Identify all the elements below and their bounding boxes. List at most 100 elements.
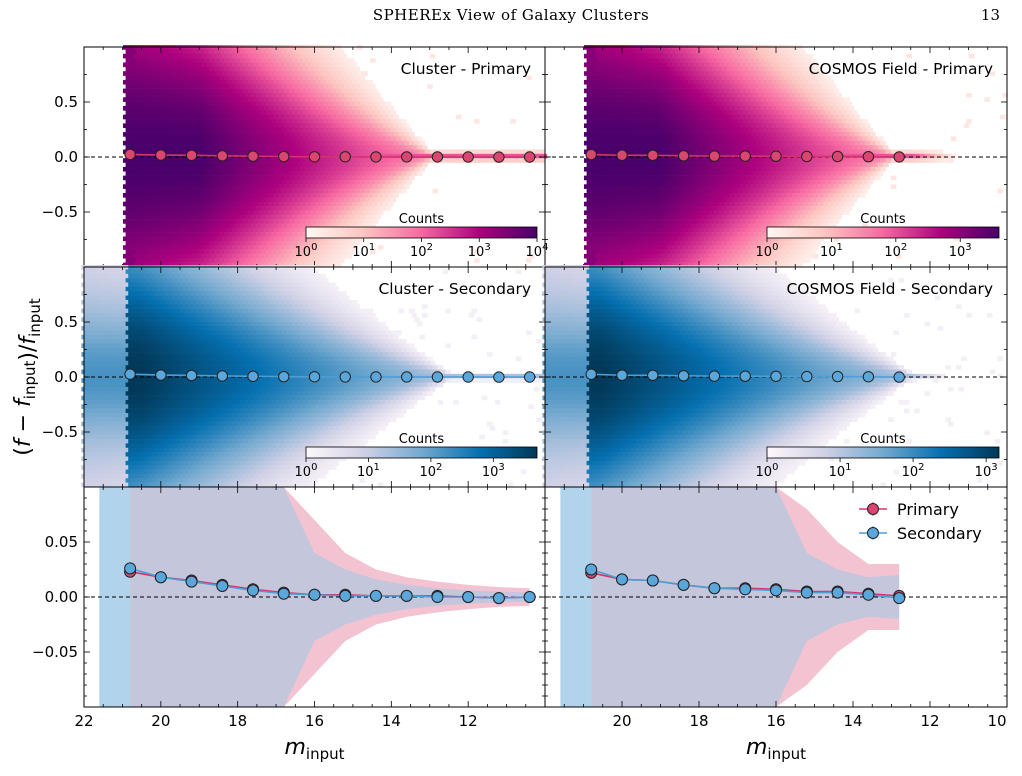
density-cell [729,123,736,129]
density-cell [599,184,606,189]
density-cell [333,162,340,168]
density-cell [474,119,480,124]
density-cell [630,132,637,137]
density-cell [716,136,723,142]
density-cell [206,62,212,68]
density-cell [831,188,837,194]
density-cell [240,240,246,246]
density-cell [292,136,298,142]
density-cell [299,140,306,146]
density-cell [377,166,384,172]
density-cell [338,92,345,98]
density-cell [156,127,163,133]
density-cell [693,166,699,172]
density-cell [753,127,759,133]
density-cell [149,193,155,198]
density-cell [253,166,259,172]
density-cell [310,166,316,172]
density-cell [854,132,860,137]
density-cell [768,171,775,176]
density-cell [805,101,811,107]
density-cell [247,245,254,250]
density-cell [914,153,920,159]
density-cell [208,127,215,133]
density-cell [763,145,769,150]
density-cell [385,101,392,107]
density-cell [234,110,241,115]
density-cell [344,119,350,124]
density-cell [240,49,246,55]
density-cell [305,62,311,68]
density-cell [362,201,368,207]
density-cell [136,179,142,185]
density-cell [206,245,212,250]
density-cell [294,140,301,146]
density-cell [615,201,621,207]
density-cell [130,92,137,98]
density-cell [190,106,197,111]
density-cell [604,210,611,216]
density-cell [698,201,704,207]
density-cell [584,123,590,129]
density-cell [768,84,775,89]
density-cell [362,97,368,102]
density-cell [232,210,238,216]
density-cell [237,201,243,207]
density-cell [297,119,303,124]
density-cell [141,84,147,89]
density-cell [289,175,295,181]
primary-median-point [462,151,474,163]
density-cell [875,175,881,181]
density-cell [198,232,204,237]
density-cell [636,97,642,102]
density-cell [208,75,215,81]
density-cell [758,214,764,220]
density-cell [740,166,746,172]
density-cell [292,232,298,237]
density-cell [156,162,163,168]
density-cell [701,110,707,115]
density-cell [672,123,678,129]
density-cell [154,201,160,207]
density-cell [872,162,879,168]
density-cell [677,106,684,111]
density-cell [825,188,832,194]
density-cell [143,201,150,207]
density-cell [758,179,764,185]
density-cell [838,210,845,216]
density-cell [260,119,267,124]
density-cell [224,119,230,124]
density-cell [123,106,129,111]
density-cell [737,179,743,185]
density-cell [149,201,155,207]
density-cell [836,162,842,168]
density-cell [612,197,619,202]
density-cell [325,71,332,76]
density-cell [766,149,772,155]
density-cell [177,188,184,194]
density-cell [594,219,600,224]
primary-median-point [370,151,382,163]
density-cell [188,258,194,263]
density-cell [268,253,275,259]
density-cell [610,210,616,216]
density-cell [849,106,855,111]
density-cell [315,97,321,102]
density-cell [664,58,671,63]
density-cell [807,71,814,76]
density-cell [628,162,634,168]
density-cell [651,88,658,94]
density-cell [289,53,295,59]
density-cell [641,166,647,172]
density-cell [315,123,321,129]
density-cell [797,219,803,224]
density-cell [641,97,647,102]
density-cell [799,162,806,168]
density-cell [263,236,269,242]
density-cell [393,114,399,120]
density-cell [885,149,892,155]
density-cell [724,219,730,224]
density-cell [820,188,827,194]
density-cell [180,88,186,94]
density-cell [362,184,368,189]
